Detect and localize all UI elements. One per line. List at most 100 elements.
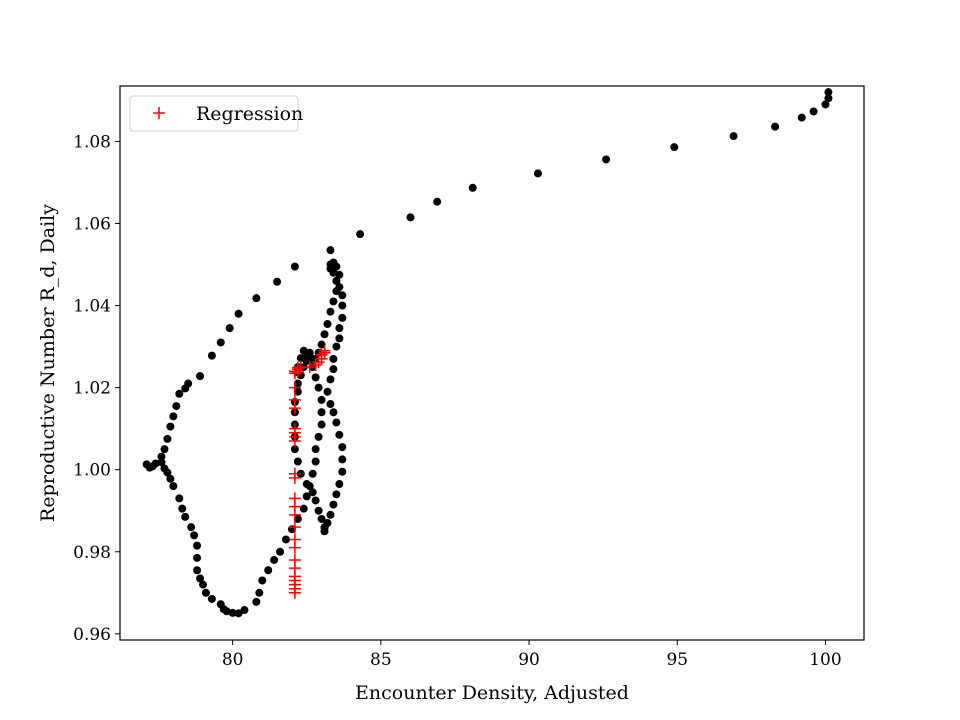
data-point bbox=[302, 480, 311, 489]
data-point bbox=[332, 262, 341, 271]
data-point bbox=[193, 566, 202, 575]
data-point bbox=[181, 512, 190, 521]
data-point bbox=[323, 387, 332, 396]
data-point bbox=[281, 535, 290, 544]
data-point bbox=[175, 494, 184, 503]
regression-point bbox=[303, 361, 316, 374]
data-point bbox=[172, 402, 181, 411]
data-point bbox=[824, 94, 833, 103]
data-point bbox=[273, 277, 282, 286]
data-point bbox=[187, 523, 196, 532]
regression-point bbox=[318, 344, 331, 357]
regression-point bbox=[288, 422, 301, 435]
data-point bbox=[311, 445, 320, 454]
data-point bbox=[258, 576, 267, 585]
data-point bbox=[317, 408, 326, 417]
data-point bbox=[326, 400, 335, 409]
legend-plus-icon bbox=[153, 107, 165, 119]
data-point bbox=[317, 514, 326, 523]
series-regression bbox=[288, 344, 331, 599]
data-point bbox=[314, 432, 323, 441]
data-point bbox=[293, 457, 302, 466]
data-point bbox=[326, 307, 335, 316]
data-point bbox=[332, 490, 341, 499]
data-point bbox=[160, 445, 169, 454]
data-point bbox=[190, 531, 199, 540]
regression-point bbox=[288, 533, 301, 546]
data-point bbox=[178, 504, 187, 513]
data-point bbox=[201, 588, 210, 597]
data-point bbox=[157, 452, 166, 461]
data-point bbox=[335, 430, 344, 439]
y-tick-label: 0.96 bbox=[73, 625, 111, 645]
data-point bbox=[335, 480, 344, 489]
data-point bbox=[323, 519, 332, 528]
data-marks bbox=[142, 88, 833, 618]
data-point bbox=[276, 547, 285, 556]
data-point bbox=[533, 169, 542, 178]
data-point bbox=[207, 351, 216, 360]
data-point bbox=[326, 510, 335, 519]
data-point bbox=[252, 597, 261, 606]
data-point bbox=[302, 492, 311, 501]
data-point bbox=[311, 373, 320, 382]
data-point bbox=[433, 197, 442, 206]
data-point bbox=[332, 276, 341, 285]
data-point bbox=[329, 365, 338, 374]
data-point bbox=[216, 338, 225, 347]
data-point bbox=[166, 474, 175, 483]
data-point bbox=[196, 372, 205, 381]
data-point bbox=[338, 301, 347, 310]
data-point bbox=[323, 320, 332, 329]
y-tick-label: 1.08 bbox=[73, 132, 111, 152]
data-point bbox=[234, 309, 243, 318]
data-point bbox=[198, 580, 207, 589]
x-tick-label: 80 bbox=[222, 650, 244, 670]
data-point bbox=[314, 383, 323, 392]
y-tick-label: 1.06 bbox=[73, 214, 111, 234]
data-point bbox=[797, 113, 806, 122]
x-tick-label: 85 bbox=[370, 650, 392, 670]
data-point bbox=[338, 467, 347, 476]
data-point bbox=[335, 334, 344, 343]
y-tick-label: 1.02 bbox=[73, 379, 111, 399]
x-axis: 80 85 90 95 100 bbox=[222, 640, 842, 670]
data-point bbox=[240, 606, 249, 615]
data-point bbox=[181, 384, 190, 393]
data-point bbox=[326, 246, 335, 255]
data-point bbox=[196, 574, 205, 583]
data-point bbox=[317, 420, 326, 429]
data-point bbox=[311, 496, 320, 505]
data-point bbox=[332, 418, 341, 427]
data-point bbox=[207, 594, 216, 603]
data-point bbox=[169, 412, 178, 421]
data-point bbox=[338, 313, 347, 322]
regression-point bbox=[288, 521, 301, 534]
y-tick-label: 1.04 bbox=[73, 297, 111, 317]
data-point bbox=[317, 395, 326, 404]
data-point bbox=[290, 262, 299, 271]
data-point bbox=[225, 324, 234, 333]
data-point bbox=[299, 346, 308, 355]
x-tick-label: 100 bbox=[809, 650, 841, 670]
data-point bbox=[175, 389, 184, 398]
data-point bbox=[332, 342, 341, 351]
data-point bbox=[234, 609, 243, 618]
data-point bbox=[338, 455, 347, 464]
regression-point bbox=[288, 467, 301, 480]
regression-point bbox=[288, 492, 301, 505]
x-tick-label: 90 bbox=[518, 650, 540, 670]
data-point bbox=[729, 132, 738, 141]
data-point bbox=[406, 213, 415, 222]
regression-point bbox=[288, 381, 301, 394]
data-point bbox=[317, 340, 326, 349]
data-point bbox=[163, 434, 172, 443]
data-point bbox=[290, 445, 299, 454]
regression-point bbox=[288, 553, 301, 566]
data-point bbox=[142, 460, 151, 469]
data-point bbox=[338, 291, 347, 300]
data-point bbox=[166, 422, 175, 431]
data-point bbox=[169, 482, 178, 491]
data-point bbox=[296, 354, 305, 363]
